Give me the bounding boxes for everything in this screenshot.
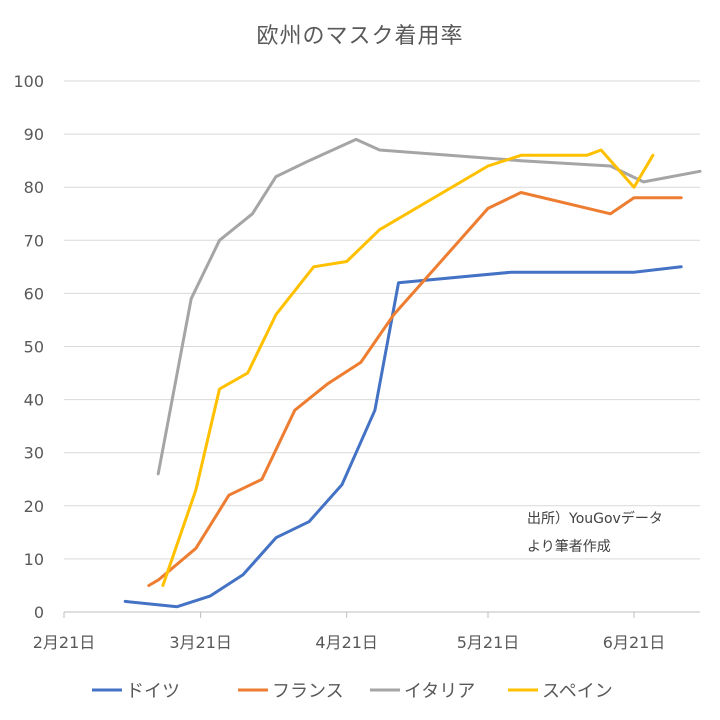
series-line-3 (156, 137, 702, 476)
series-line-4 (161, 148, 655, 587)
chart-title: 欧州のマスク着用率 (256, 24, 464, 49)
x-tick-label: 6月21日 (603, 633, 666, 652)
source-note-line-2: より筆者作成 (527, 539, 611, 555)
y-tick-label: 40 (24, 391, 44, 410)
series-line-1 (123, 265, 683, 609)
y-tick-label: 60 (24, 284, 44, 303)
legend-label: イタリア (404, 681, 475, 702)
y-tick-label: 0 (34, 603, 44, 622)
y-tick-label: 90 (24, 125, 44, 144)
x-tick-label: 3月21日 (169, 633, 232, 652)
y-tick-label: 30 (24, 444, 44, 463)
x-tick-label: 5月21日 (457, 633, 520, 652)
x-tick-label: 4月21日 (315, 633, 378, 652)
y-tick-label: 10 (24, 550, 44, 569)
y-tick-label: 80 (24, 178, 44, 197)
legend-label: ドイツ (126, 681, 180, 702)
source-note-line-1: 出所）YouGovデータ (527, 511, 663, 527)
y-tick-label: 20 (24, 497, 44, 516)
y-tick-label: 70 (24, 231, 44, 250)
x-tick-label: 2月21日 (33, 633, 96, 652)
legend-label: スペイン (542, 681, 613, 702)
y-tick-label: 50 (24, 338, 44, 357)
y-tick-label: 100 (13, 72, 44, 91)
legend-label: フランス (272, 681, 344, 702)
series-line-2 (147, 191, 683, 587)
